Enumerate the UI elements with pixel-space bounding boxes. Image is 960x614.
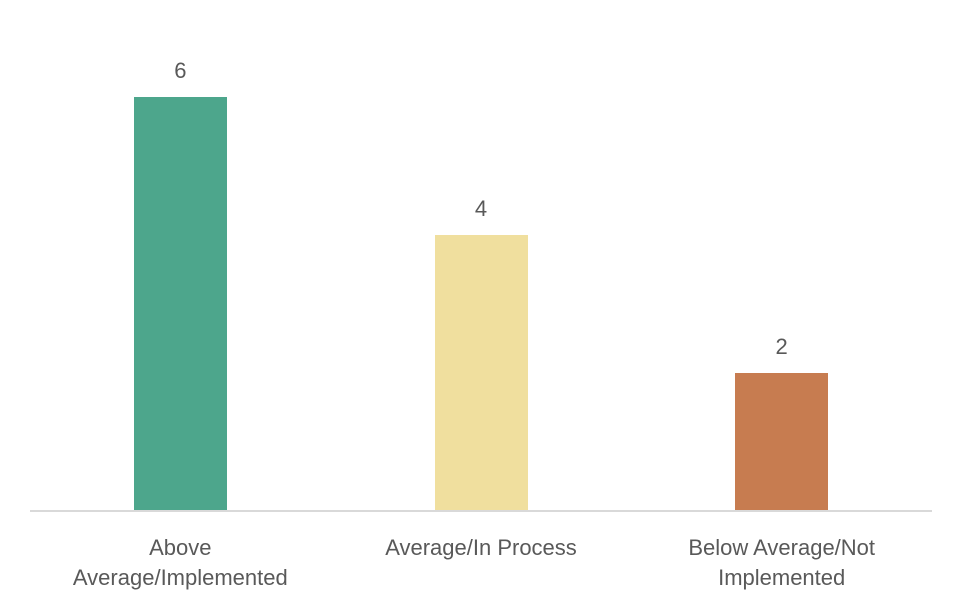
bar: [133, 97, 227, 511]
x-axis-line: [30, 510, 932, 512]
category-label: Above Average/Implemented: [30, 533, 331, 593]
data-label: 6: [174, 58, 187, 83]
bar-group: 4: [331, 0, 632, 511]
category-label: Below Average/Not Implemented: [631, 533, 932, 593]
category-label: Average/In Process: [331, 533, 632, 593]
category-label-text: Below Average/Not Implemented: [688, 535, 876, 590]
category-axis: Above Average/Implemented Average/In Proc…: [30, 533, 932, 593]
bar: [434, 235, 528, 511]
bar: [735, 373, 829, 511]
bar-group: 2: [631, 0, 932, 511]
category-label-text: Above Average/Implemented: [72, 535, 288, 590]
data-label: 4: [474, 196, 488, 221]
data-label: 2: [775, 334, 788, 359]
bar-group: 6: [30, 0, 331, 511]
plot-area: 6 4 2: [30, 0, 932, 511]
category-label-text: Average/In Process: [385, 535, 577, 560]
